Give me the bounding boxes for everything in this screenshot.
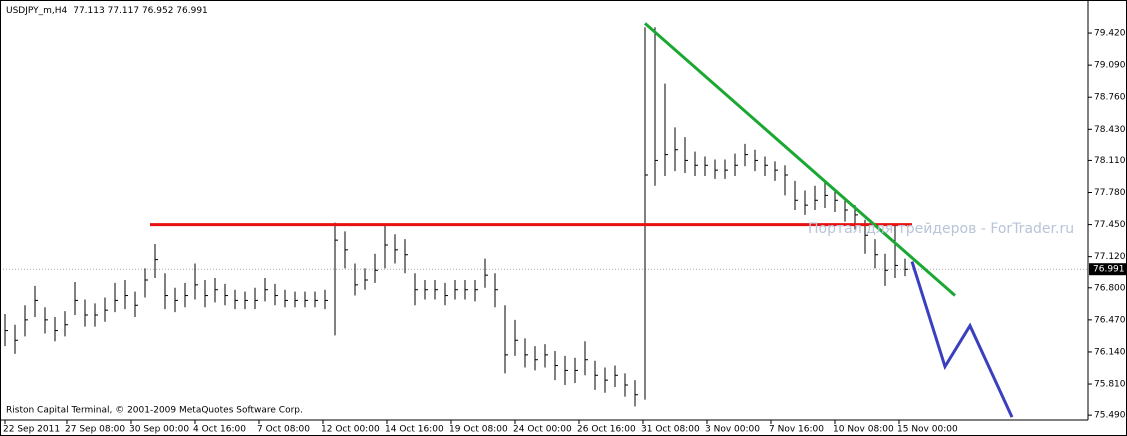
x-tick-label: 31 Oct 08:00 (641, 425, 700, 435)
x-tick-label: 3 Nov 00:00 (705, 425, 760, 435)
last-price-tag (1089, 263, 1127, 276)
trend-line (644, 22, 956, 297)
x-tick-label: 7 Oct 08:00 (257, 425, 310, 435)
watermark: Портал для трейдеров - ForTrader.ru (808, 221, 1074, 237)
y-tick-label: 78.760 (1094, 93, 1126, 103)
copyright: Riston Capital Terminal, © 2001-2009 Met… (6, 406, 303, 416)
x-tick-label: 7 Nov 16:00 (769, 425, 824, 435)
y-tick-label: 76.470 (1094, 315, 1126, 325)
y-tick-label: 76.800 (1094, 283, 1126, 293)
chart-header: USDJPY_m,H4 77.113 77.117 76.952 76.991 (6, 6, 208, 16)
symbol: USDJPY_m,H4 (6, 6, 68, 16)
x-tick-label: 15 Nov 00:00 (897, 425, 958, 435)
x-tick-label: 27 Sep 08:00 (65, 425, 125, 435)
y-tick-label: 77.450 (1094, 220, 1126, 230)
last-price-label: 76.991 (1093, 265, 1125, 275)
x-tick-label: 12 Oct 00:00 (321, 425, 380, 435)
y-tick-label: 79.420 (1094, 29, 1126, 39)
y-tick-label: 75.490 (1094, 411, 1126, 421)
y-tick-label: 76.140 (1094, 347, 1126, 357)
plot-area (0, 22, 1088, 418)
trend-line (910, 261, 1014, 418)
x-tick-label: 14 Oct 16:00 (385, 425, 444, 435)
x-tick-label: 4 Oct 16:00 (193, 425, 246, 435)
y-tick-label: 78.110 (1094, 156, 1126, 166)
y-tick-label: 77.780 (1094, 188, 1126, 198)
x-tick-label: 30 Sep 00:00 (129, 425, 189, 435)
x-tick-label: 10 Nov 08:00 (833, 425, 894, 435)
x-tick-label: 24 Oct 00:00 (513, 425, 572, 435)
y-tick-label: 77.120 (1094, 252, 1126, 262)
ohlc-info: 77.113 77.117 76.952 76.991 (73, 6, 208, 16)
x-tick-label: 19 Oct 08:00 (449, 425, 508, 435)
y-tick-label: 78.430 (1094, 125, 1126, 135)
x-tick-label: 22 Sep 2011 (3, 425, 60, 435)
y-tick-label: 75.810 (1094, 380, 1126, 390)
x-tick-label: 26 Oct 16:00 (577, 425, 636, 435)
y-tick-label: 79.090 (1094, 61, 1126, 71)
